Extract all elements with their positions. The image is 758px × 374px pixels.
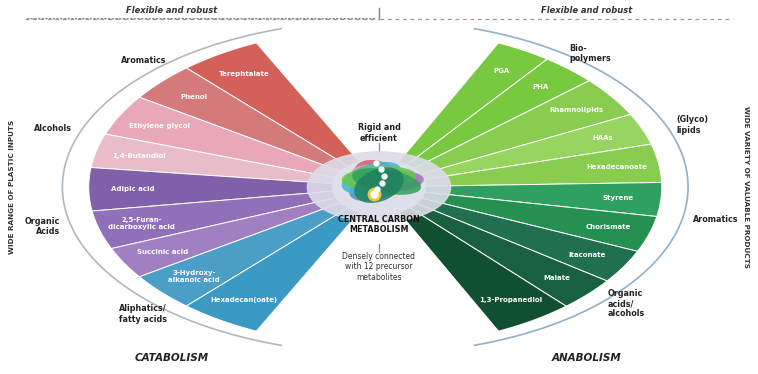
- Text: (Glyco)
lipids: (Glyco) lipids: [676, 116, 709, 135]
- Text: PHA: PHA: [532, 84, 549, 90]
- Polygon shape: [421, 114, 651, 180]
- Ellipse shape: [342, 166, 416, 189]
- Polygon shape: [139, 203, 348, 306]
- Text: Adipic acid: Adipic acid: [111, 186, 155, 192]
- Ellipse shape: [352, 165, 421, 191]
- Text: Aromatics: Aromatics: [121, 56, 167, 65]
- Text: 1,3-Propanediol: 1,3-Propanediol: [479, 297, 542, 303]
- Text: 2,5-Furan-
dicarboxylic acid: 2,5-Furan- dicarboxylic acid: [108, 217, 175, 230]
- Polygon shape: [410, 203, 607, 306]
- Text: Phenol: Phenol: [180, 95, 208, 101]
- Ellipse shape: [354, 160, 404, 196]
- Text: Aromatics: Aromatics: [694, 215, 739, 224]
- Text: Organic
Acids: Organic Acids: [25, 217, 61, 236]
- Text: Aliphatics/
fatty acids: Aliphatics/ fatty acids: [119, 304, 167, 324]
- Polygon shape: [91, 134, 335, 184]
- Text: Itaconate: Itaconate: [568, 252, 606, 258]
- Polygon shape: [139, 68, 348, 171]
- Ellipse shape: [342, 162, 401, 194]
- Circle shape: [308, 152, 450, 222]
- Polygon shape: [92, 191, 336, 249]
- Polygon shape: [186, 43, 359, 166]
- Text: Ethylene glycol: Ethylene glycol: [129, 123, 190, 129]
- Text: Rhamnolipids: Rhamnolipids: [550, 107, 604, 113]
- Text: Densely connected
with 12 precursor
metabolites: Densely connected with 12 precursor meta…: [343, 252, 415, 282]
- Ellipse shape: [349, 169, 409, 201]
- Ellipse shape: [354, 167, 404, 203]
- Polygon shape: [186, 208, 359, 331]
- Polygon shape: [417, 198, 637, 281]
- Polygon shape: [105, 97, 340, 178]
- Text: 1,4-Butandiol: 1,4-Butandiol: [112, 153, 166, 159]
- Text: CATABOLISM: CATABOLISM: [135, 353, 208, 363]
- Text: Succinic acid: Succinic acid: [137, 249, 188, 255]
- Polygon shape: [414, 81, 631, 174]
- Polygon shape: [89, 168, 333, 211]
- Text: Alcohols: Alcohols: [34, 124, 72, 133]
- Text: Malate: Malate: [543, 275, 570, 281]
- Text: Hexadecanoate: Hexadecanoate: [586, 164, 647, 170]
- Polygon shape: [424, 144, 662, 186]
- Text: Rigid and
efficient: Rigid and efficient: [358, 123, 400, 142]
- Polygon shape: [111, 198, 340, 277]
- Polygon shape: [399, 208, 566, 331]
- Text: Bio-
polymers: Bio- polymers: [570, 43, 612, 63]
- Text: Organic
acids/
alcohols: Organic acids/ alcohols: [608, 289, 645, 318]
- Text: Styrene: Styrene: [603, 195, 634, 201]
- Text: 3-Hydroxy-
alkanoic acid: 3-Hydroxy- alkanoic acid: [168, 270, 220, 283]
- Text: CENTRAL CARBON
METABOLISM: CENTRAL CARBON METABOLISM: [338, 215, 420, 234]
- Text: ANABOLISM: ANABOLISM: [551, 353, 621, 363]
- Text: HAAs: HAAs: [592, 135, 613, 141]
- Polygon shape: [399, 43, 547, 165]
- Ellipse shape: [352, 168, 421, 195]
- Text: Terephtalate: Terephtalate: [218, 71, 269, 77]
- Polygon shape: [407, 59, 589, 168]
- Text: Chorismate: Chorismate: [586, 224, 631, 230]
- Text: PGA: PGA: [493, 68, 510, 74]
- Text: Flexible and robust: Flexible and robust: [540, 6, 632, 15]
- Text: Hexadecan(oate): Hexadecan(oate): [210, 297, 277, 303]
- Text: WIDE RANGE OF PLASTIC INPUTS: WIDE RANGE OF PLASTIC INPUTS: [9, 120, 15, 254]
- Polygon shape: [421, 192, 656, 251]
- Text: Flexible and robust: Flexible and robust: [126, 6, 218, 15]
- Text: WIDE VARIETY OF VALUABLE PRODUCTS: WIDE VARIETY OF VALUABLE PRODUCTS: [743, 106, 749, 268]
- Polygon shape: [425, 183, 662, 217]
- Ellipse shape: [349, 170, 424, 193]
